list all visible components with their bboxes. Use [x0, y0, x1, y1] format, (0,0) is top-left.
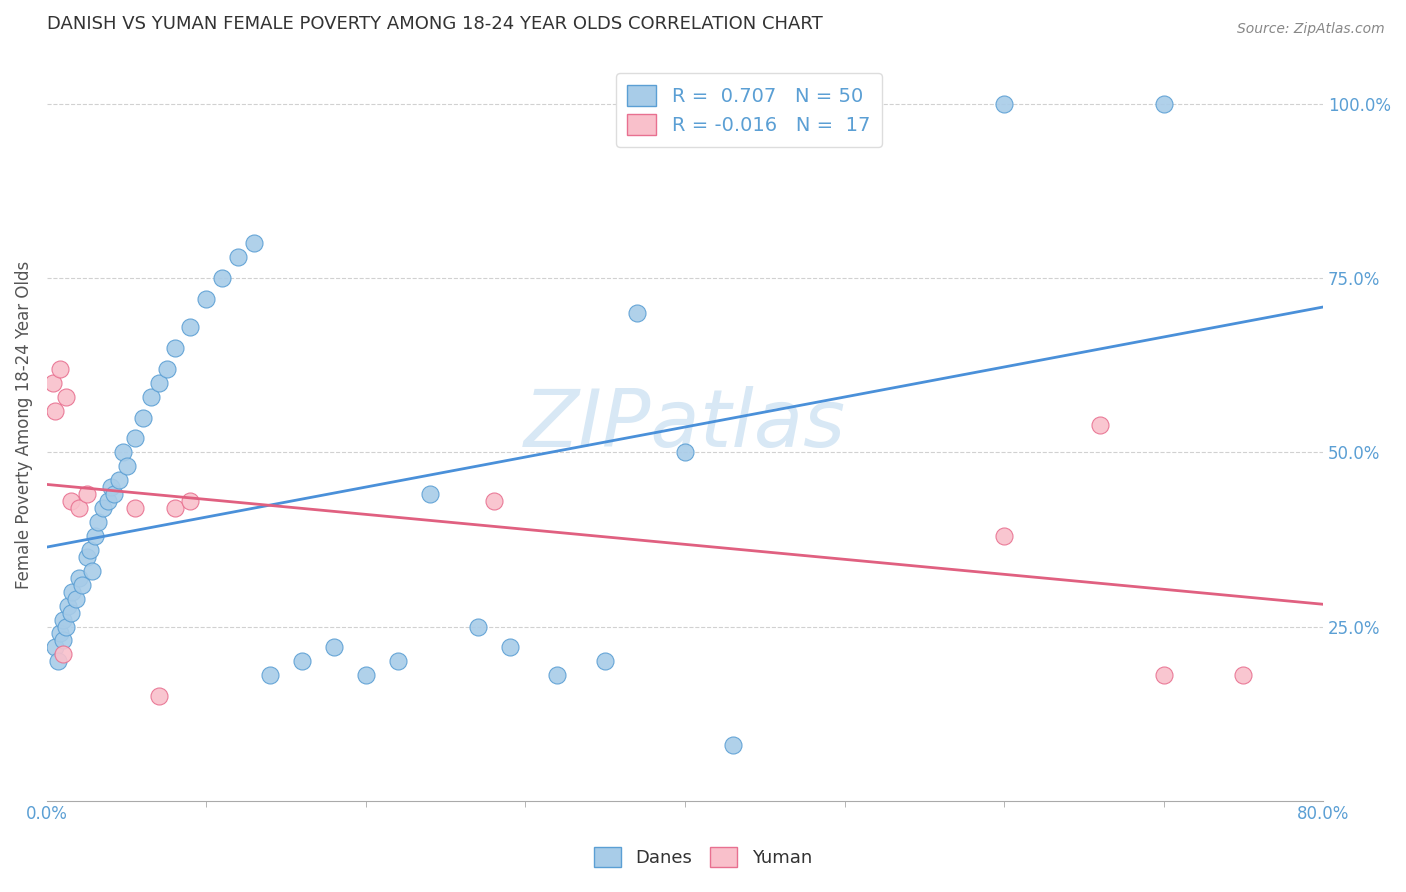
- Point: [67, 571, 90, 585]
- Point: [52, 648, 75, 662]
- Point: [59, 606, 82, 620]
- Point: [83, 529, 105, 543]
- Point: [52, 613, 75, 627]
- Point: [124, 501, 146, 516]
- Point: [163, 341, 186, 355]
- Point: [46, 654, 69, 668]
- Point: [96, 494, 118, 508]
- Point: [112, 445, 135, 459]
- Point: [155, 361, 177, 376]
- Point: [115, 459, 138, 474]
- Point: [163, 501, 186, 516]
- Point: [259, 668, 281, 682]
- Point: [91, 501, 114, 516]
- Point: [179, 494, 201, 508]
- Point: [211, 271, 233, 285]
- Point: [52, 633, 75, 648]
- Point: [42, 376, 65, 390]
- Point: [148, 689, 170, 703]
- Point: [124, 432, 146, 446]
- Point: [103, 487, 125, 501]
- Point: [55, 619, 77, 633]
- Point: [419, 487, 441, 501]
- Point: [100, 480, 122, 494]
- Point: [546, 668, 568, 682]
- Text: DANISH VS YUMAN FEMALE POVERTY AMONG 18-24 YEAR OLDS CORRELATION CHART: DANISH VS YUMAN FEMALE POVERTY AMONG 18-…: [46, 15, 823, 33]
- Point: [56, 599, 79, 613]
- Point: [55, 390, 77, 404]
- Point: [131, 410, 153, 425]
- Point: [76, 487, 98, 501]
- Point: [626, 306, 648, 320]
- Point: [354, 668, 377, 682]
- Point: [498, 640, 520, 655]
- Point: [593, 654, 616, 668]
- Point: [59, 494, 82, 508]
- Point: [228, 251, 250, 265]
- Point: [139, 390, 162, 404]
- Point: [1153, 668, 1175, 682]
- Legend: Danes, Yuman: Danes, Yuman: [586, 839, 820, 874]
- Point: [1088, 417, 1111, 432]
- Point: [65, 591, 87, 606]
- Point: [721, 738, 744, 752]
- Point: [993, 529, 1015, 543]
- Point: [291, 654, 314, 668]
- Y-axis label: Female Poverty Among 18-24 Year Olds: Female Poverty Among 18-24 Year Olds: [15, 260, 32, 589]
- Point: [467, 619, 489, 633]
- Point: [673, 445, 696, 459]
- Text: Source: ZipAtlas.com: Source: ZipAtlas.com: [1237, 22, 1385, 37]
- Point: [79, 542, 101, 557]
- Point: [1232, 668, 1254, 682]
- Point: [993, 97, 1015, 112]
- Point: [44, 403, 66, 417]
- Point: [387, 654, 409, 668]
- Text: ZIPatlas: ZIPatlas: [524, 385, 846, 464]
- Point: [76, 549, 98, 564]
- Point: [80, 564, 103, 578]
- Point: [87, 515, 110, 529]
- Point: [48, 361, 70, 376]
- Point: [62, 584, 84, 599]
- Legend: R =  0.707   N = 50, R = -0.016   N =  17: R = 0.707 N = 50, R = -0.016 N = 17: [616, 73, 882, 146]
- Point: [243, 236, 266, 251]
- Point: [195, 292, 218, 306]
- Point: [107, 473, 129, 487]
- Point: [1153, 97, 1175, 112]
- Point: [482, 494, 505, 508]
- Point: [67, 501, 90, 516]
- Point: [48, 626, 70, 640]
- Point: [179, 320, 201, 334]
- Point: [70, 578, 93, 592]
- Point: [148, 376, 170, 390]
- Point: [323, 640, 346, 655]
- Point: [44, 640, 66, 655]
